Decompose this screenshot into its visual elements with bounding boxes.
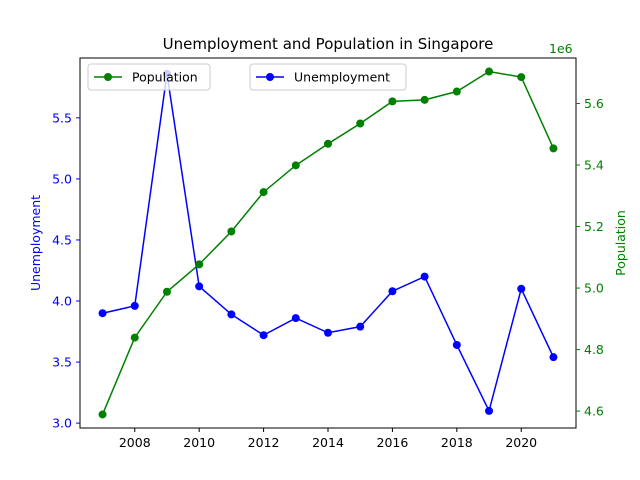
x-tick-label: 2018 <box>441 435 473 450</box>
legend-marker <box>266 73 274 81</box>
legend-label: Population <box>132 70 198 85</box>
data-point-unemployment <box>356 322 365 331</box>
data-point-unemployment <box>388 287 397 296</box>
data-point-population <box>452 87 461 96</box>
legend-unemployment: Unemployment <box>249 63 407 91</box>
left-y-tick-label: 5.0 <box>52 171 72 186</box>
y-axis-offset-label: 1e6 <box>549 41 573 56</box>
data-point-unemployment <box>324 328 332 337</box>
left-y-tick-label: 3.5 <box>52 355 72 370</box>
right-y-tick-label: 4.6 <box>584 404 604 419</box>
x-tick-label: 2012 <box>248 435 280 450</box>
data-point-unemployment <box>130 301 139 310</box>
right-y-tick-label: 5.0 <box>584 281 604 296</box>
data-point-population <box>259 188 268 197</box>
data-point-unemployment <box>259 331 268 340</box>
data-point-unemployment <box>195 282 204 291</box>
series-population <box>98 67 558 419</box>
data-point-population <box>388 97 397 106</box>
legend-population: Population <box>87 63 211 91</box>
series-unemployment <box>98 69 558 415</box>
y-axis-label-right: Population <box>613 210 628 276</box>
data-point-population <box>485 67 494 76</box>
data-point-population <box>324 139 332 148</box>
data-point-population <box>195 260 204 269</box>
right-y-tick-label: 5.2 <box>584 219 604 234</box>
right-y-tick-label: 4.8 <box>584 342 604 357</box>
data-point-unemployment <box>98 309 107 318</box>
left-y-tick-label: 3.0 <box>52 416 72 431</box>
data-point-unemployment <box>549 353 558 362</box>
data-point-unemployment <box>291 314 300 323</box>
legends: Population Unemployment <box>87 63 407 91</box>
data-point-population <box>356 119 365 128</box>
chart-title: Unemployment and Population in Singapore <box>163 35 494 53</box>
data-point-unemployment <box>517 284 526 293</box>
left-y-tick-label: 4.5 <box>52 232 72 247</box>
data-point-population <box>517 73 526 82</box>
data-point-population <box>549 144 558 153</box>
legend-label: Unemployment <box>294 70 390 85</box>
x-tick-label: 2016 <box>377 435 409 450</box>
chart-marks <box>98 67 558 419</box>
data-point-unemployment <box>485 406 494 415</box>
data-point-unemployment <box>227 310 236 319</box>
data-point-population <box>291 161 300 170</box>
data-point-population <box>98 410 107 419</box>
legend-box <box>87 63 211 91</box>
data-point-unemployment <box>420 272 429 281</box>
x-tick-label: 2020 <box>505 435 537 450</box>
right-y-tick-label: 5.6 <box>584 96 604 111</box>
data-point-unemployment <box>452 340 461 349</box>
data-point-population <box>227 227 236 236</box>
left-y-tick-label: 5.5 <box>52 110 72 125</box>
legend-marker <box>104 73 112 81</box>
data-point-population <box>130 333 139 342</box>
y-axis-label-left: Unemployment <box>28 195 43 291</box>
legend-box <box>249 63 407 91</box>
data-point-population <box>420 95 429 104</box>
x-tick-label: 2010 <box>183 435 215 450</box>
right-y-tick-label: 5.4 <box>584 158 604 173</box>
left-y-tick-label: 4.0 <box>52 294 72 309</box>
x-tick-label: 2014 <box>312 435 344 450</box>
x-tick-label: 2008 <box>119 435 151 450</box>
data-point-population <box>162 287 171 296</box>
chart-axes: 2008 2010 2012 2014 2016 2018 2020 3.0 3.5 4.0 4.5… <box>52 96 604 450</box>
